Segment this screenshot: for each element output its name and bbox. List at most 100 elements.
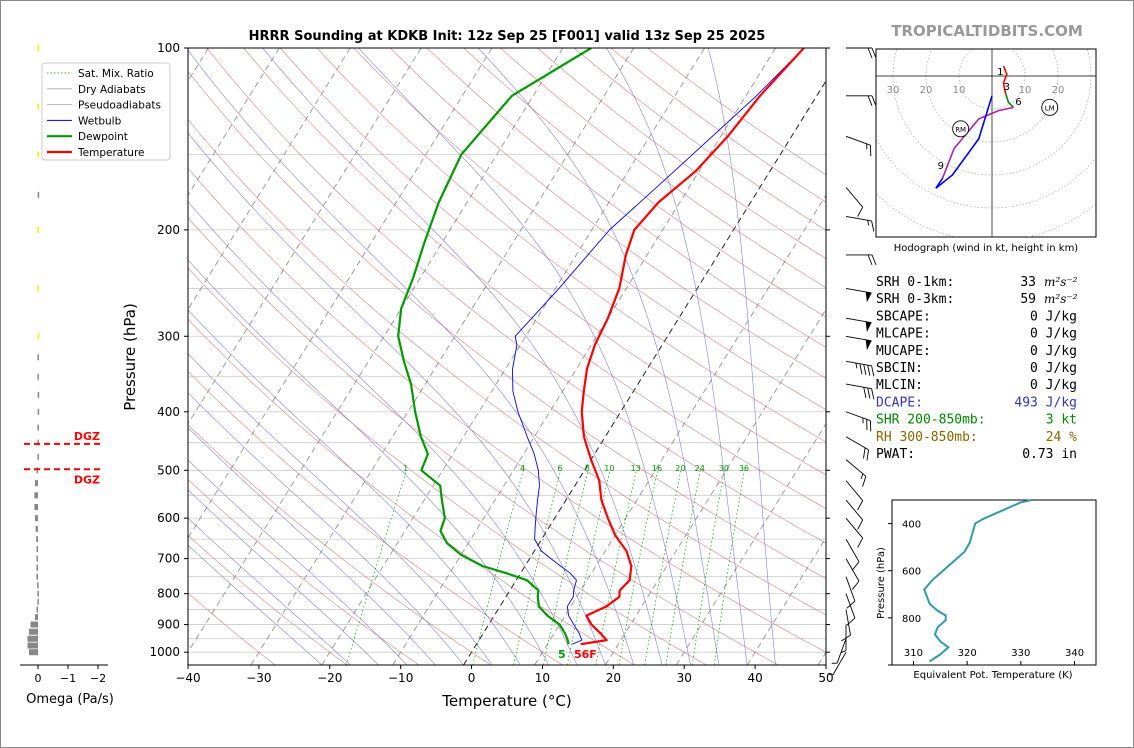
omega-bar bbox=[29, 649, 38, 656]
wind-barb bbox=[831, 638, 847, 664]
barb-staff bbox=[845, 215, 872, 222]
wind-barb bbox=[846, 95, 877, 107]
isotherm-line bbox=[188, 48, 564, 653]
legend-entry: Temperature bbox=[77, 147, 145, 159]
x-tick-label: 40 bbox=[747, 671, 762, 685]
wind-barb bbox=[845, 383, 875, 400]
y-tick-label: 400 bbox=[157, 405, 180, 419]
index-label: SHR 200-850mb: bbox=[876, 413, 986, 428]
barb-staff bbox=[845, 609, 851, 636]
pseudoadiabat-line bbox=[188, 489, 379, 665]
theta-e-x-tick-label: 330 bbox=[1011, 648, 1030, 659]
storm-motion-label: LM bbox=[1045, 104, 1055, 112]
barb-full bbox=[857, 206, 864, 217]
omega-bar bbox=[37, 373, 39, 380]
index-value: 0 J/kg bbox=[1030, 378, 1077, 393]
isotherm-line bbox=[188, 48, 422, 425]
index-label: RH 300-850mb: bbox=[876, 430, 978, 445]
wind-barb bbox=[827, 651, 847, 676]
hodograph-segment bbox=[1005, 93, 1015, 108]
omega-bar bbox=[36, 555, 38, 562]
isotherm-line bbox=[188, 48, 493, 539]
mixing-ratio-label: 24 bbox=[695, 464, 705, 473]
wind-barb bbox=[846, 254, 877, 266]
x-tick-label: 50 bbox=[818, 671, 833, 685]
omega-bar bbox=[37, 453, 39, 460]
barb-half bbox=[866, 143, 868, 150]
index-value: 0 J/kg bbox=[1030, 309, 1077, 324]
pseudoadiabat-line bbox=[188, 259, 549, 665]
omega-bar bbox=[37, 598, 39, 605]
omega-axis-label: Omega (Pa/s) bbox=[26, 692, 114, 707]
dry-adiabat-line bbox=[426, 48, 826, 348]
barb-full bbox=[846, 600, 856, 609]
legend-entry: Dry Adiabats bbox=[78, 84, 146, 96]
index-label: SBCIN: bbox=[876, 361, 923, 376]
omega-bar bbox=[37, 103, 39, 110]
barb-staff bbox=[845, 480, 864, 501]
barb-full bbox=[859, 363, 863, 375]
barb-full bbox=[867, 387, 871, 399]
pseudoadiabat-line bbox=[188, 132, 606, 665]
y-tick-label: 200 bbox=[157, 223, 180, 237]
barb-full bbox=[851, 580, 860, 590]
skewt-y-axis-label: Pressure (hPa) bbox=[121, 303, 139, 411]
barb-staff bbox=[845, 517, 864, 539]
mixing-ratio-line bbox=[691, 470, 725, 665]
barb-full bbox=[866, 449, 869, 461]
isotherm-line bbox=[321, 48, 705, 665]
barb-staff bbox=[845, 499, 864, 521]
barb-half bbox=[827, 673, 834, 676]
barb-full bbox=[871, 95, 877, 107]
barb-full bbox=[867, 95, 873, 107]
omega-bar bbox=[37, 590, 39, 597]
skewt-profiles bbox=[397, 48, 805, 646]
hodograph-segment bbox=[935, 95, 993, 189]
skewt-background-lines bbox=[188, 48, 826, 665]
hodograph-height-label: 6 bbox=[1015, 97, 1021, 108]
index-value: 0 J/kg bbox=[1030, 361, 1077, 376]
pseudoadiabat-line bbox=[188, 459, 408, 665]
barb-staff bbox=[845, 360, 872, 367]
barb-half bbox=[840, 650, 847, 653]
x-tick-label: −20 bbox=[317, 671, 342, 685]
omega-bar bbox=[27, 635, 38, 642]
isotherm-line bbox=[605, 308, 826, 665]
dry-adiabat-line bbox=[188, 592, 276, 665]
omega-bar bbox=[37, 226, 39, 233]
mixing-ratio-label: 6 bbox=[557, 464, 562, 473]
barb-staff bbox=[845, 135, 871, 146]
y-tick-label: 300 bbox=[157, 329, 180, 343]
omega-bar bbox=[37, 354, 39, 361]
pseudoadiabat-line bbox=[188, 353, 493, 665]
omega-tick-label: 0 bbox=[35, 672, 42, 685]
dgz-label: DGZ bbox=[74, 473, 100, 486]
legend-entry: Pseudoadiabats bbox=[78, 100, 161, 112]
barb-full bbox=[867, 47, 873, 59]
dewpoint-line bbox=[397, 48, 592, 645]
dry-adiabat-line bbox=[206, 48, 826, 544]
wind-barb bbox=[845, 517, 864, 548]
isotherm-line bbox=[250, 48, 635, 665]
wind-barb bbox=[845, 436, 869, 461]
omega-bar bbox=[27, 642, 38, 649]
pseudoadiabat-line bbox=[606, 48, 748, 665]
legend-entry: Wetbulb bbox=[78, 115, 122, 127]
theta-e-x-tick-label: 340 bbox=[1065, 648, 1084, 659]
mixing-ratio-line bbox=[644, 470, 682, 665]
legend-box bbox=[41, 62, 171, 161]
wind-barb bbox=[846, 47, 877, 59]
omega-bar bbox=[35, 515, 38, 522]
omega-bar bbox=[37, 408, 40, 415]
omega-bar bbox=[36, 573, 38, 580]
pseudoadiabat-line bbox=[358, 48, 691, 665]
omega-bar bbox=[35, 480, 38, 487]
hodograph-segment bbox=[1002, 65, 1008, 95]
skewt-legend: Sat. Mix. Ratio Dry Adiabats Pseudoadiabat… bbox=[41, 62, 171, 161]
brand-logo-text: TROPICALTIDBITS.COM bbox=[891, 22, 1083, 40]
skewt-plot-frame bbox=[187, 47, 827, 666]
dry-adiabat-line bbox=[353, 48, 826, 411]
omega-bar bbox=[36, 536, 38, 543]
